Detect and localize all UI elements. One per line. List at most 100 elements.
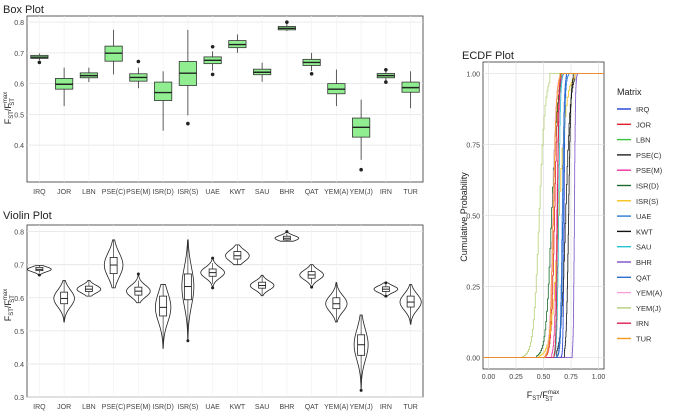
legend-label: SAU — [636, 243, 651, 252]
violin-xtick-label: BHR — [279, 404, 294, 411]
box-ytick-label: 0.7 — [14, 51, 24, 58]
ecdf-line — [483, 72, 604, 359]
violin-xtick-label: QAT — [305, 404, 320, 411]
ecdf-plot-xticks: 0.00 0.25 0.50 0.75 1.00 — [482, 374, 606, 381]
box-plot-area — [26, 15, 424, 183]
ecdf-line — [483, 72, 604, 359]
ecdf-xtick-label: 0.00 — [482, 374, 496, 381]
violin-outlier — [384, 281, 388, 285]
box-xtick-label: LBN — [82, 189, 96, 196]
box-xtick-label: YEM(A) — [324, 189, 349, 196]
ecdf-line — [483, 72, 604, 359]
ecdf-xtick-label: 0.25 — [509, 374, 523, 381]
box-outlier — [359, 167, 363, 172]
violin-xtick-label: YEM(J) — [349, 404, 372, 411]
violin-xtick-label: TUR — [403, 404, 417, 411]
box-ytick-label: 0.8 — [14, 20, 24, 27]
violin-outlier — [186, 339, 190, 343]
box-ytick-label: 0.5 — [14, 112, 24, 119]
ecdf-ytick-label: 1.00 — [466, 71, 480, 78]
ecdf-ytick-label: 0.50 — [466, 214, 480, 221]
violin-xtick-label: UAE — [205, 404, 220, 411]
violin-ytick-label: 0.7 — [14, 263, 24, 270]
box-ytick-label: 0.6 — [14, 82, 24, 89]
box-xtick-label: IRN — [380, 189, 392, 196]
legend-label: QAT — [636, 273, 651, 282]
box-outlier — [384, 67, 388, 72]
box-outlier — [210, 44, 215, 49]
legend-label: LBN — [636, 136, 651, 145]
violin-ytick-label: 0.3 — [14, 395, 24, 402]
box-xtick-label: UAE — [205, 189, 220, 196]
violin-plot-grid — [27, 225, 423, 398]
ecdf-xtick-label: 0.75 — [564, 374, 578, 381]
box-xtick-label: JOR — [57, 189, 71, 196]
ecdf-line — [483, 72, 604, 359]
ecdf-ytick-label: 0.75 — [466, 142, 480, 149]
box-outlier — [136, 59, 141, 64]
box — [154, 81, 173, 101]
box-plot-marks — [30, 20, 420, 172]
box-plot-xticks: IRQ JOR LBN PSE(C) PSE(M) ISR(D) ISR(S) UAE KWT S… — [33, 189, 418, 196]
violin-xtick-label: PSE(C) — [102, 404, 126, 411]
legend-label: KWT — [636, 227, 653, 236]
box-plot-yticks: 0.4 0.5 0.6 0.7 0.8 — [14, 20, 24, 150]
box-xtick-label: ISR(S) — [177, 189, 198, 196]
violin-outlier — [211, 286, 215, 290]
box-xtick-label: QAT — [305, 189, 320, 196]
box-outlier — [210, 72, 215, 77]
violin-xtick-label: ISR(S) — [177, 404, 198, 411]
violin-outlier — [359, 388, 363, 392]
box-xtick-label: KWT — [230, 189, 246, 196]
violin-box — [159, 295, 168, 317]
violin-xtick-label: YEM(A) — [324, 404, 349, 411]
ecdf-line — [483, 72, 604, 359]
legend: IRQ JOR LBN PSE(C) PSE(M) ISR(D) ISR(S) UAE KWT S… — [617, 105, 663, 344]
legend-title: Matrix — [617, 87, 642, 97]
svg-text:FST/FmaxST: FST/FmaxST — [3, 289, 16, 322]
ecdf-plot-xlabel: FST/Fmax ST — [527, 390, 560, 403]
legend-label: PSE(C) — [636, 151, 662, 160]
violin-ytick-label: 0.5 — [14, 329, 24, 336]
violin-plot-area — [26, 224, 424, 398]
svg-text:FST/FmaxST: FST/FmaxST — [3, 92, 16, 125]
violin-xtick-label: SAU — [255, 404, 269, 411]
ecdf-plot-marks — [483, 72, 604, 359]
violin-xtick-label: ISR(D) — [152, 404, 173, 411]
box-xtick-label: IRQ — [33, 189, 46, 196]
violin-outlier — [136, 272, 140, 276]
violin-xtick-label: JOR — [57, 404, 71, 411]
box-xtick-label: TUR — [403, 189, 417, 196]
violin-xtick-label: KWT — [230, 404, 246, 411]
box-outlier — [384, 80, 388, 84]
violin-plot-ylabel: FST/FmaxST — [3, 289, 16, 322]
legend-label: YEM(A) — [636, 289, 663, 298]
box-outlier — [285, 20, 289, 24]
violin-plot-marks — [27, 230, 422, 392]
legend-label: IRN — [636, 319, 649, 328]
box-outlier — [37, 60, 42, 65]
ecdf-line — [483, 72, 604, 359]
legend-label: IRQ — [636, 105, 650, 114]
ecdf-plot-ylabel: Cumulative Probability — [459, 172, 469, 262]
ecdf-xtick-label: 1.00 — [592, 374, 606, 381]
violin-outlier — [211, 256, 215, 260]
legend-label: UAE — [636, 212, 651, 221]
box-outlier — [186, 121, 190, 126]
box-plot-title: Box Plot — [3, 4, 44, 16]
ecdf-plot-yticks: 0.00 0.25 0.50 0.75 1.00 — [466, 71, 480, 362]
violin-plot-xticks: IRQ JOR LBN PSE(C) PSE(M) ISR(D) ISR(S) UAE KWT S… — [33, 404, 418, 411]
violin-plot-yticks: 0.3 0.4 0.5 0.6 0.7 0.8 — [14, 230, 24, 402]
violin-outlier — [37, 273, 41, 277]
violin-ytick-label: 0.6 — [14, 296, 24, 303]
box-outlier — [309, 71, 314, 76]
box-xtick-label: ISR(D) — [152, 189, 173, 196]
violin-xtick-label: IRQ — [33, 404, 46, 411]
violin-outlier — [384, 294, 388, 298]
ecdf-line — [483, 72, 604, 359]
violin-ytick-label: 0.4 — [14, 362, 24, 369]
box-xtick-label: YEM(J) — [349, 189, 372, 196]
violin-outlier — [285, 230, 289, 234]
violin-xtick-label: PSE(M) — [126, 404, 151, 411]
